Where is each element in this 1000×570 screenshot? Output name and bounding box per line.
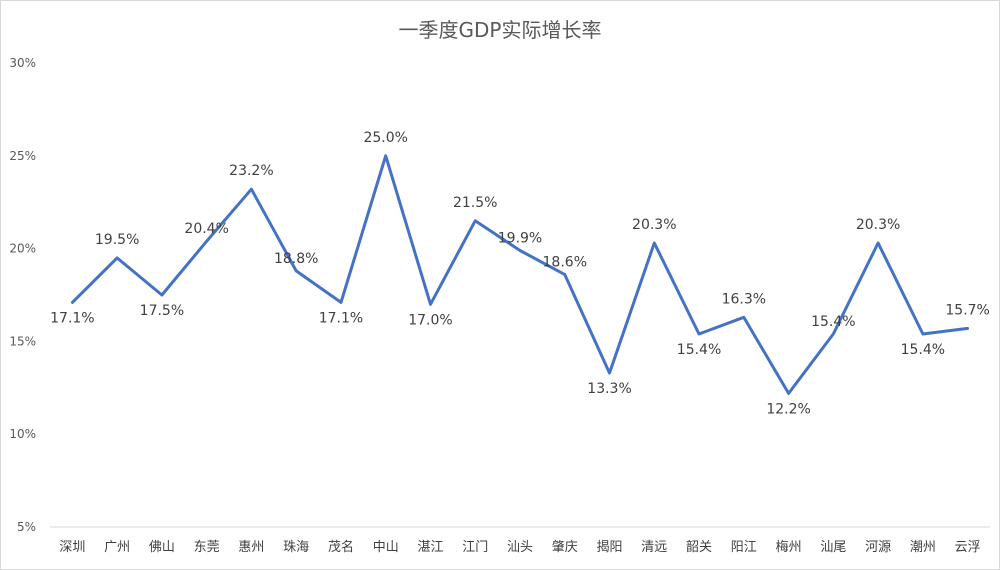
x-category-label: 深圳 bbox=[59, 540, 85, 555]
x-category-label: 肇庆 bbox=[552, 540, 578, 555]
y-tick-label: 30% bbox=[9, 56, 36, 70]
data-label: 17.1% bbox=[50, 310, 94, 326]
x-category-label: 东莞 bbox=[194, 540, 220, 555]
data-label: 18.8% bbox=[274, 251, 318, 267]
y-tick-label: 20% bbox=[9, 242, 36, 256]
x-category-label: 汕头 bbox=[507, 540, 533, 555]
data-label: 17.0% bbox=[408, 312, 452, 328]
x-category-label: 惠州 bbox=[238, 540, 264, 555]
data-label: 19.5% bbox=[95, 232, 139, 248]
x-category-label: 云浮 bbox=[955, 540, 981, 555]
data-label: 20.4% bbox=[184, 221, 228, 237]
data-label: 19.9% bbox=[498, 230, 542, 246]
data-label: 16.3% bbox=[722, 291, 766, 307]
x-category-label: 珠海 bbox=[283, 540, 309, 555]
data-label: 20.3% bbox=[632, 217, 676, 233]
chart-title: 一季度GDP实际增长率 bbox=[398, 18, 602, 42]
x-category-label: 湛江 bbox=[417, 540, 443, 555]
data-label: 15.7% bbox=[945, 302, 989, 318]
x-category-label: 广州 bbox=[104, 540, 130, 555]
x-category-label: 韶关 bbox=[686, 539, 712, 555]
x-category-label: 揭阳 bbox=[597, 540, 623, 555]
x-category-label: 茂名 bbox=[328, 539, 354, 555]
y-tick-label: 25% bbox=[9, 149, 36, 163]
x-category-label: 梅州 bbox=[776, 540, 802, 555]
x-category-label: 潮州 bbox=[910, 540, 936, 555]
data-label: 25.0% bbox=[363, 130, 407, 146]
data-label: 15.4% bbox=[677, 342, 721, 358]
data-label: 15.4% bbox=[901, 342, 945, 358]
x-axis: 深圳 广州 佛山 东莞 惠州 珠海 茂名 中山 湛江 江门 汕头 肇庆 揭阳 清远 韶关 阳江 梅州 汕尾 河源 潮州… bbox=[50, 526, 990, 555]
y-tick-label: 15% bbox=[9, 334, 36, 348]
x-category-label: 汕尾 bbox=[820, 540, 846, 555]
data-labels: 17.1% 19.5% 17.5% 20.4% 23.2% 18.8% 17.1% 25.0%… bbox=[50, 130, 990, 418]
x-category-label: 清远 bbox=[641, 540, 667, 555]
x-category-label: 佛山 bbox=[149, 540, 175, 555]
data-label: 23.2% bbox=[229, 163, 273, 179]
y-tick-label: 10% bbox=[9, 427, 36, 441]
x-category-label: 阳江 bbox=[731, 540, 757, 555]
x-category-label: 河源 bbox=[865, 540, 891, 555]
data-label: 13.3% bbox=[587, 381, 631, 397]
data-label: 17.5% bbox=[140, 303, 184, 319]
data-label: 15.4% bbox=[811, 314, 855, 330]
data-label: 20.3% bbox=[856, 217, 900, 233]
y-tick-label: 5% bbox=[17, 520, 36, 534]
x-category-label: 江门 bbox=[462, 540, 488, 555]
series-line bbox=[70, 154, 970, 395]
series-line-group bbox=[70, 154, 970, 395]
data-label: 18.6% bbox=[543, 255, 587, 271]
y-axis: 5% 10% 15% 20% 25% 30% bbox=[9, 56, 36, 534]
data-label: 17.1% bbox=[319, 310, 363, 326]
data-label: 12.2% bbox=[766, 401, 810, 417]
data-label: 21.5% bbox=[453, 195, 497, 211]
x-category-label: 中山 bbox=[373, 540, 399, 555]
